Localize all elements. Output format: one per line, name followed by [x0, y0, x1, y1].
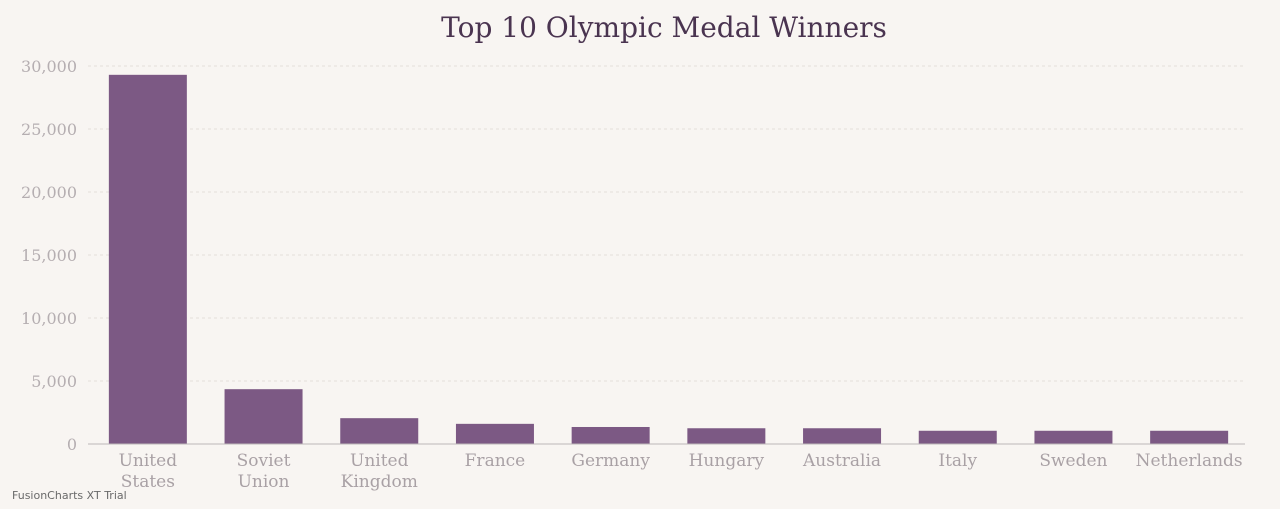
y-tick-label: 15,000 — [21, 246, 77, 265]
x-category-label-line: France — [465, 451, 526, 471]
y-tick-label: 25,000 — [21, 120, 77, 139]
x-category-label: Sweden — [1039, 451, 1107, 471]
bar[interactable] — [1150, 430, 1229, 444]
grid-layer — [88, 65, 1245, 382]
y-tick-label: 0 — [67, 435, 77, 454]
x-category-label: United Kingdom — [341, 451, 418, 492]
bars — [108, 74, 1229, 444]
x-category-label-line: Kingdom — [341, 472, 418, 492]
bar[interactable] — [1034, 430, 1113, 444]
y-tick-label: 10,000 — [21, 309, 77, 328]
x-category-label-line: Union — [238, 472, 290, 492]
x-category-label: Italy — [938, 451, 977, 471]
x-category-label: Netherlands — [1136, 451, 1243, 471]
bar[interactable] — [340, 418, 419, 444]
x-category-label: Soviet Union — [237, 451, 291, 492]
x-category-label-line: States — [121, 472, 175, 492]
x-category-label-line: Hungary — [689, 451, 765, 471]
y-tick-label: 30,000 — [21, 57, 77, 76]
x-category-label-line: Italy — [938, 451, 977, 471]
bar[interactable] — [687, 428, 766, 444]
y-tick-label: 20,000 — [21, 183, 77, 202]
bar[interactable] — [803, 428, 882, 444]
x-category-label-line: United — [350, 451, 409, 471]
x-category-label: France — [465, 451, 526, 471]
x-category-label-line: Australia — [802, 451, 881, 471]
x-category-label: United States — [119, 451, 178, 492]
bar[interactable] — [224, 389, 303, 444]
bar[interactable] — [455, 423, 534, 444]
y-axis-tick-labels: 0 5,000 10,000 15,000 20,000 25,000 30,000 — [21, 57, 77, 454]
watermark-text: FusionCharts XT Trial — [12, 489, 127, 502]
bar[interactable] — [571, 426, 650, 444]
bar[interactable] — [108, 74, 187, 444]
y-tick-label: 5,000 — [31, 372, 77, 391]
x-category-label-line: Germany — [571, 451, 650, 471]
x-category-label: Australia — [802, 451, 881, 471]
x-category-label-line: Soviet — [237, 451, 291, 471]
x-category-label-line: United — [119, 451, 178, 471]
chart-title: Top 10 Olympic Medal Winners — [441, 11, 887, 44]
bar[interactable] — [918, 430, 997, 444]
x-category-label: Germany — [571, 451, 650, 471]
x-category-label: Hungary — [689, 451, 765, 471]
x-category-label-line: Sweden — [1039, 451, 1107, 471]
x-category-label-line: Netherlands — [1136, 451, 1243, 471]
